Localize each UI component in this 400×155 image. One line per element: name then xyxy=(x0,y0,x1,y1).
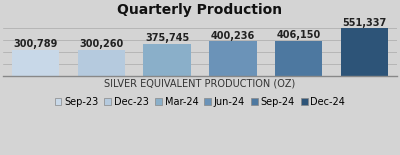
Title: Quarterly Production: Quarterly Production xyxy=(118,3,282,17)
Text: 375,745: 375,745 xyxy=(145,33,189,43)
Text: 551,337: 551,337 xyxy=(342,18,386,28)
Legend: Sep-23, Dec-23, Mar-24, Jun-24, Sep-24, Dec-24: Sep-23, Dec-23, Mar-24, Jun-24, Sep-24, … xyxy=(51,93,349,111)
Bar xyxy=(12,50,59,76)
Bar xyxy=(275,41,322,76)
Bar xyxy=(209,41,256,76)
Text: 406,150: 406,150 xyxy=(276,30,321,40)
Text: 300,260: 300,260 xyxy=(79,39,124,49)
Bar xyxy=(341,28,388,76)
Bar xyxy=(144,44,191,76)
Text: 400,236: 400,236 xyxy=(211,31,255,41)
X-axis label: SILVER EQUIVALENT PRODUCTION (OZ): SILVER EQUIVALENT PRODUCTION (OZ) xyxy=(104,79,296,89)
Bar xyxy=(78,50,125,76)
Text: 300,789: 300,789 xyxy=(14,39,58,49)
